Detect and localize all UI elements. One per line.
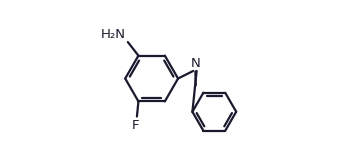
Text: H₂N: H₂N xyxy=(101,27,126,40)
Text: N: N xyxy=(191,57,200,70)
Text: F: F xyxy=(132,119,139,132)
